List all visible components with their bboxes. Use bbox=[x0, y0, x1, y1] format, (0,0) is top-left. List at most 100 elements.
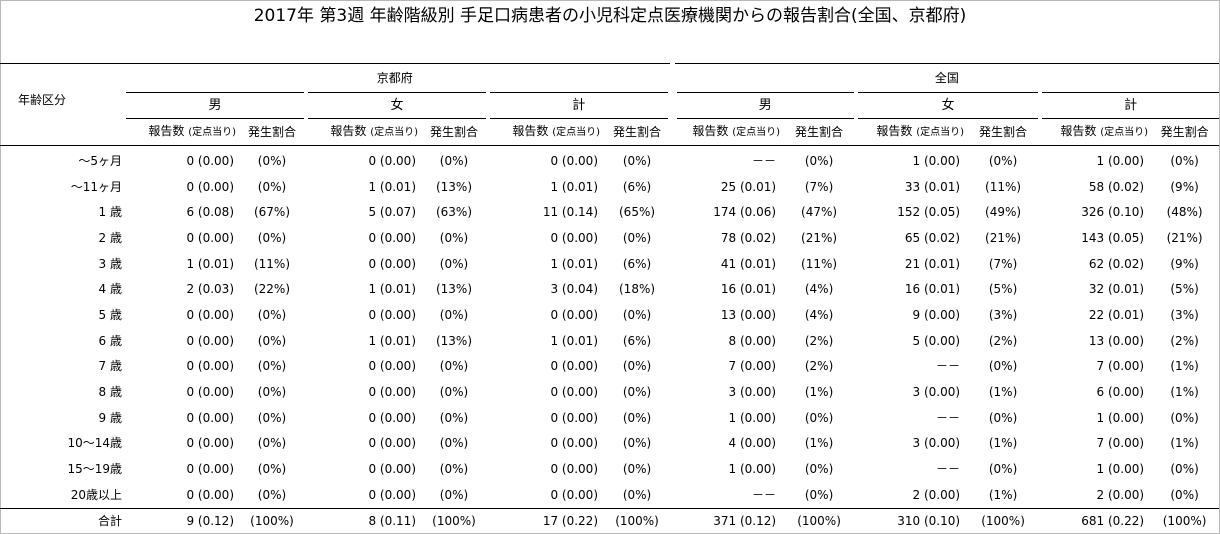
ratio-cell: (7%) bbox=[988, 256, 1018, 271]
report-count-cell: 6 (0.00) bbox=[1096, 385, 1145, 400]
table-row: 20歳以上 0 (0.00) (0%) 0 (0.00) (0%) 0 (0.00) (0%… bbox=[0, 482, 1219, 508]
report-count-label: 報告数 bbox=[1060, 124, 1097, 138]
age-column-header: 年齢区分 bbox=[18, 92, 67, 107]
report-count-cell: 152 (0.05) bbox=[897, 205, 961, 220]
corner-cell bbox=[0, 63, 124, 93]
ratio-cell: (0%) bbox=[439, 256, 469, 271]
ratio-cell: (0%) bbox=[439, 436, 469, 451]
ratio-cell: (9%) bbox=[1170, 256, 1199, 271]
report-count-cell: 2 (0.03) bbox=[186, 282, 234, 297]
ratio-cell: (13%) bbox=[435, 282, 473, 297]
report-count-cell: 0 (0.00) bbox=[186, 179, 234, 194]
ratio-cell: (100%) bbox=[420, 507, 488, 534]
ratio-cell: (0%) bbox=[257, 333, 287, 348]
sex-header-row: 年齢区分 男 女 計 男 女 計 bbox=[0, 92, 1220, 119]
ratio-cell: (0%) bbox=[257, 462, 287, 477]
ratio-cell: (13%) bbox=[435, 179, 473, 194]
ratio-cell: (0%) bbox=[988, 359, 1018, 374]
report-count-cell: 0 (0.00) bbox=[186, 333, 234, 348]
column-header-row: 報告数 (定点当り) 発生割合 報告数 (定点当り) 発生割合 報告数 (定点当り) 発生… bbox=[0, 119, 1219, 146]
report-count-cell: 16 (0.01) bbox=[904, 282, 961, 297]
report-count-cell: 326 (0.10) bbox=[1081, 205, 1145, 220]
age-group-label: ～5ヶ月 bbox=[0, 144, 124, 174]
ratio-cell: (21%) bbox=[1166, 230, 1203, 245]
ratio-header: 発生割合 bbox=[429, 125, 478, 139]
ratio-cell: (100%) bbox=[602, 507, 673, 534]
report-count-cell: 33 (0.01) bbox=[904, 179, 961, 194]
ratio-cell: (0%) bbox=[622, 410, 652, 425]
ratio-cell: (0%) bbox=[622, 487, 652, 502]
report-count-cell: 0 (0.00) bbox=[550, 487, 598, 502]
report-count-cell: 7 (0.00) bbox=[1096, 436, 1145, 451]
report-count-cell: 0 (0.00) bbox=[368, 230, 416, 245]
ratio-cell: (0%) bbox=[782, 144, 857, 174]
sex-header: 計 bbox=[1038, 92, 1220, 119]
ratio-cell: (5%) bbox=[1170, 282, 1199, 297]
table-row: 1 歳 6 (0.08) (67%) 5 (0.07) (63%) 11 (0.14) (6… bbox=[0, 199, 1219, 225]
report-count-cell: 0 (0.00) bbox=[550, 359, 598, 374]
report-count-cell: 0 (0.00) bbox=[186, 410, 234, 425]
report-count-cell: －－ bbox=[752, 487, 777, 502]
report-count-cell: 0 (0.00) bbox=[306, 144, 420, 174]
ratio-cell: (0%) bbox=[622, 462, 652, 477]
report-count-cell: 3 (0.00) bbox=[912, 436, 961, 451]
ratio-cell: (0%) bbox=[257, 487, 287, 502]
report-count-cell: 9 (0.12) bbox=[124, 507, 238, 534]
ratio-cell: (100%) bbox=[238, 507, 306, 534]
per-site-note: (定点当り) bbox=[188, 127, 236, 138]
ratio-cell: (100%) bbox=[782, 507, 857, 534]
ratio-cell: (11%) bbox=[801, 256, 838, 271]
ratio-cell: (0%) bbox=[804, 487, 834, 502]
report-count-header: 報告数 (定点当り) bbox=[856, 119, 966, 146]
ratio-cell: (1%) bbox=[988, 436, 1018, 451]
report-table: 京都府 全国 年齢区分 男 女 計 男 女 計 報告数 (定点当り) 発生割合 報告… bbox=[0, 63, 1220, 534]
ratio-cell: (2%) bbox=[804, 333, 834, 348]
ratio-cell: (49%) bbox=[985, 205, 1022, 220]
ratio-cell: (100%) bbox=[1150, 507, 1220, 534]
report-count-cell: 78 (0.02) bbox=[720, 230, 777, 245]
ratio-cell: (0%) bbox=[439, 307, 469, 322]
report-count-cell: 1 (0.00) bbox=[856, 144, 967, 174]
report-count-cell: 2 (0.00) bbox=[912, 487, 961, 502]
report-count-cell: 0 (0.00) bbox=[186, 385, 234, 400]
report-count-cell: 1 (0.00) bbox=[1040, 144, 1151, 174]
report-count-cell: 3 (0.00) bbox=[728, 385, 777, 400]
report-count-cell: 1 (0.01) bbox=[550, 333, 598, 348]
ratio-cell: (3%) bbox=[1170, 307, 1199, 322]
report-count-cell: 1 (0.00) bbox=[728, 410, 777, 425]
ratio-cell: (0%) bbox=[439, 462, 469, 477]
age-group-label: 15～19歳 bbox=[67, 462, 122, 477]
ratio-cell: (3%) bbox=[988, 307, 1018, 322]
ratio-cell: (2%) bbox=[988, 333, 1018, 348]
region-header-kyoto: 京都府 bbox=[124, 63, 673, 93]
ratio-cell: (21%) bbox=[985, 230, 1022, 245]
ratio-cell: (0%) bbox=[804, 410, 834, 425]
ratio-cell: (0%) bbox=[1150, 144, 1220, 174]
table-row: 6 歳 0 (0.00) (0%) 1 (0.01) (13%) 1 (0.01) (6%)… bbox=[0, 328, 1219, 354]
report-count-cell: 13 (0.00) bbox=[1088, 333, 1145, 348]
per-site-note: (定点当り) bbox=[732, 127, 781, 138]
ratio-cell: (9%) bbox=[1170, 179, 1199, 194]
ratio-cell: (0%) bbox=[966, 144, 1041, 174]
ratio-cell: (0%) bbox=[622, 230, 652, 245]
sex-header: 女 bbox=[854, 92, 1041, 119]
table-row: 15～19歳 0 (0.00) (0%) 0 (0.00) (0%) 0 (0.00) (0… bbox=[0, 456, 1219, 482]
ratio-cell: (22%) bbox=[253, 282, 291, 297]
ratio-cell: (0%) bbox=[439, 230, 469, 245]
total-row: 合計 9 (0.12) (100%) 8 (0.11) (100%) 17 (0.22)(… bbox=[0, 507, 1220, 534]
report-count-cell: 2 (0.00) bbox=[1096, 487, 1145, 502]
table-row: 4 歳 2 (0.03) (22%) 1 (0.01) (13%) 3 (0.04) (18… bbox=[0, 276, 1219, 302]
report-count-cell: 1 (0.00) bbox=[728, 462, 777, 477]
age-group-label: 4 歳 bbox=[98, 282, 122, 297]
report-count-cell: 6 (0.08) bbox=[186, 205, 234, 220]
report-count-cell: 143 (0.05) bbox=[1081, 230, 1145, 245]
region-header-row: 京都府 全国 bbox=[0, 63, 1220, 93]
report-count-cell: 310 (0.10) bbox=[856, 507, 967, 534]
ratio-cell: (0%) bbox=[622, 307, 652, 322]
report-count-cell: 1 (0.01) bbox=[550, 179, 598, 194]
ratio-header: 発生割合 bbox=[247, 125, 296, 139]
per-site-note: (定点当り) bbox=[1100, 127, 1149, 138]
report-count-header: 報告数 (定点当り) bbox=[124, 119, 238, 146]
report-count-cell: 681 (0.22) bbox=[1040, 507, 1151, 534]
sex-header: 計 bbox=[485, 92, 673, 119]
